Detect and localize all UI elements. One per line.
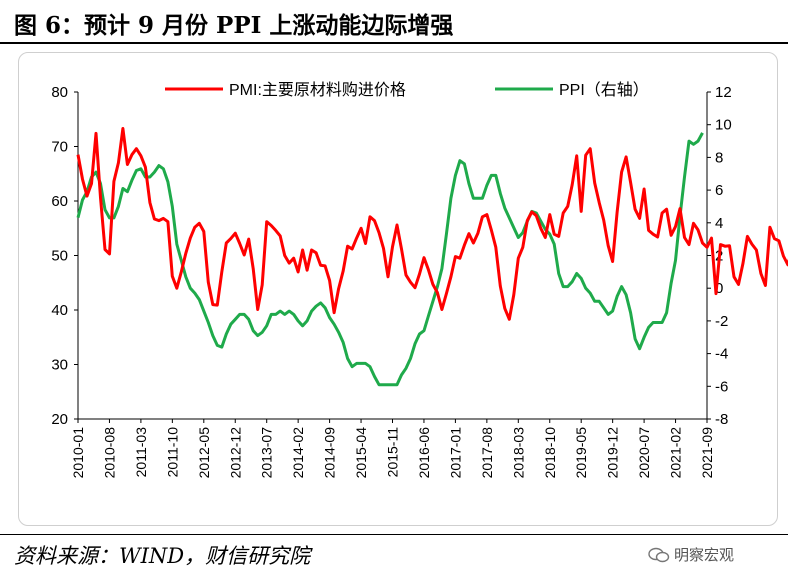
x-tick-label: 2011-10 (164, 427, 180, 478)
left-tick-label: 40 (51, 302, 68, 319)
right-tick-label: -4 (715, 346, 728, 363)
brand-watermark: 明察宏观 (648, 544, 734, 565)
title-divider (0, 42, 788, 44)
x-tick-label: 2014-09 (322, 427, 338, 479)
x-tick-label: 2011-03 (133, 427, 149, 478)
right-tick-label: 10 (715, 117, 732, 134)
x-tick-label: 2013-07 (259, 427, 275, 479)
series-group (76, 127, 788, 387)
figure-title: 图 6：预计 9 月份 PPI 上涨动能边际增强 (14, 12, 454, 39)
x-tick-label: 2018-03 (510, 427, 526, 479)
left-tick-label: 70 (51, 139, 68, 156)
x-tick-label: 2016-06 (416, 427, 432, 479)
x-tick-label: 2012-12 (227, 427, 243, 479)
wechat-icon (648, 547, 670, 563)
right-tick-label: 4 (715, 215, 723, 232)
x-tick-label: 2010-01 (70, 427, 86, 479)
legend: PMI:主要原材料购进价格 PPI（右轴） (165, 81, 649, 99)
left-tick-label: 20 (51, 411, 68, 428)
x-tick-label: 2017-01 (447, 427, 463, 479)
x-tick-label: 2019-05 (573, 427, 589, 479)
left-tick-label: 60 (51, 193, 68, 210)
x-tick-label: 2010-08 (101, 427, 117, 479)
right-tick-label: 0 (715, 280, 723, 297)
brand-label: 明察宏观 (674, 546, 735, 564)
left-tick-label: 50 (51, 248, 68, 265)
x-tick-label: 2015-04 (353, 427, 369, 479)
x-tick-label: 2018-10 (542, 427, 558, 479)
chart-panel (18, 52, 778, 526)
right-tick-label: 12 (715, 84, 732, 101)
x-tick-label: 2019-12 (605, 427, 621, 479)
legend-pmi-label: PMI:主要原材料购进价格 (229, 81, 406, 99)
x-tick-label: 2012-05 (196, 427, 212, 479)
x-tick-label: 2021-09 (699, 427, 715, 479)
right-tick-label: -8 (715, 411, 728, 428)
right-tick-label: 6 (715, 182, 723, 199)
right-tick-label: -6 (715, 378, 728, 395)
x-tick-label: 2017-08 (479, 427, 495, 479)
x-tick-label: 2021-02 (668, 427, 684, 479)
x-tick-label: 2020-07 (636, 427, 652, 479)
source-divider (0, 534, 788, 535)
left-tick-label: 30 (51, 357, 68, 374)
legend-ppi-label: PPI（右轴） (559, 81, 649, 99)
pmi-line (76, 127, 788, 321)
right-tick-label: 8 (715, 149, 723, 166)
left-tick-label: 80 (51, 84, 68, 101)
source-note: 资料来源：WIND，财信研究院 (14, 544, 311, 568)
x-tick-label: 2014-02 (290, 427, 306, 479)
right-tick-label: -2 (715, 313, 728, 330)
x-tick-label: 2015-11 (385, 427, 401, 478)
